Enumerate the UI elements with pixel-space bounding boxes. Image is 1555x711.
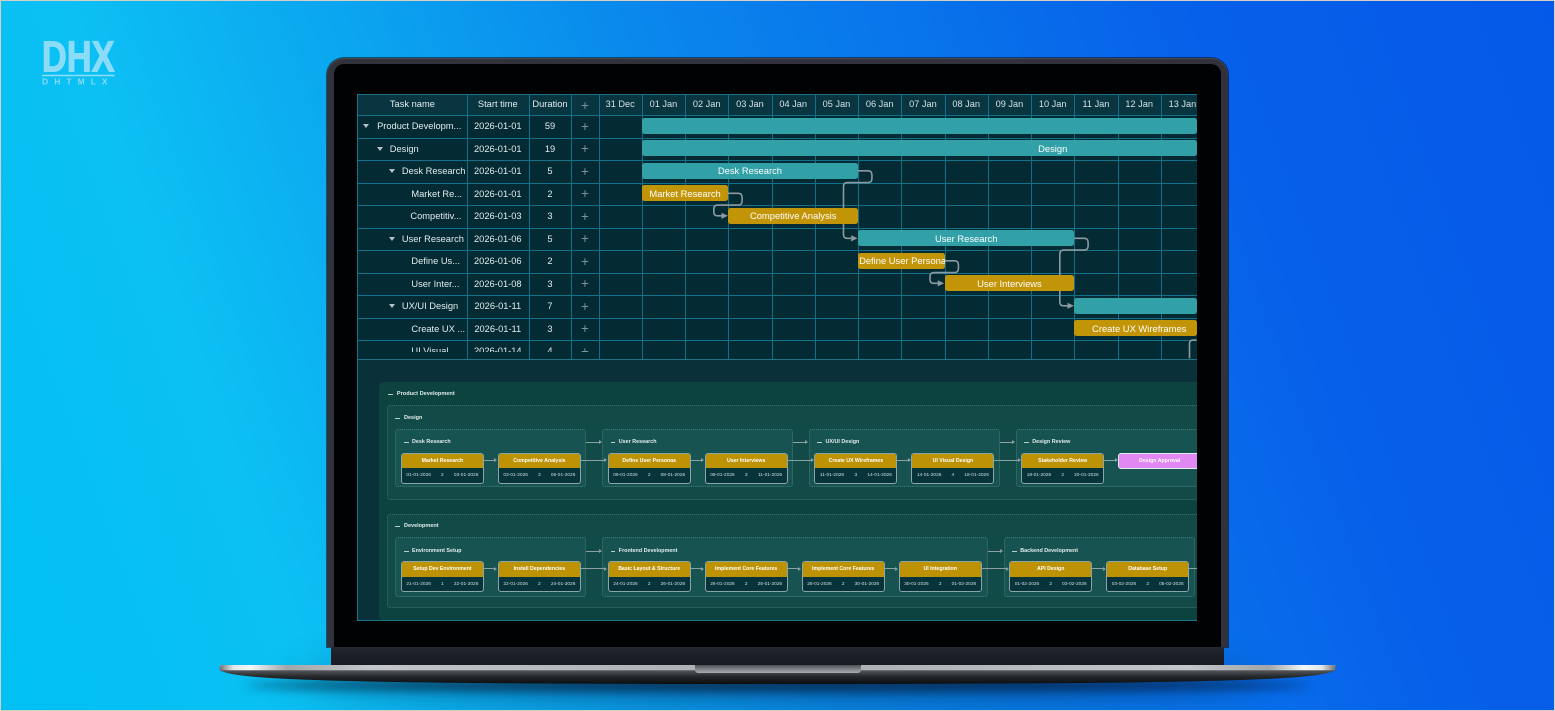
svg-text:DHX: DHX [42, 36, 115, 82]
svg-text:DHTMLX: DHTMLX [42, 78, 114, 87]
